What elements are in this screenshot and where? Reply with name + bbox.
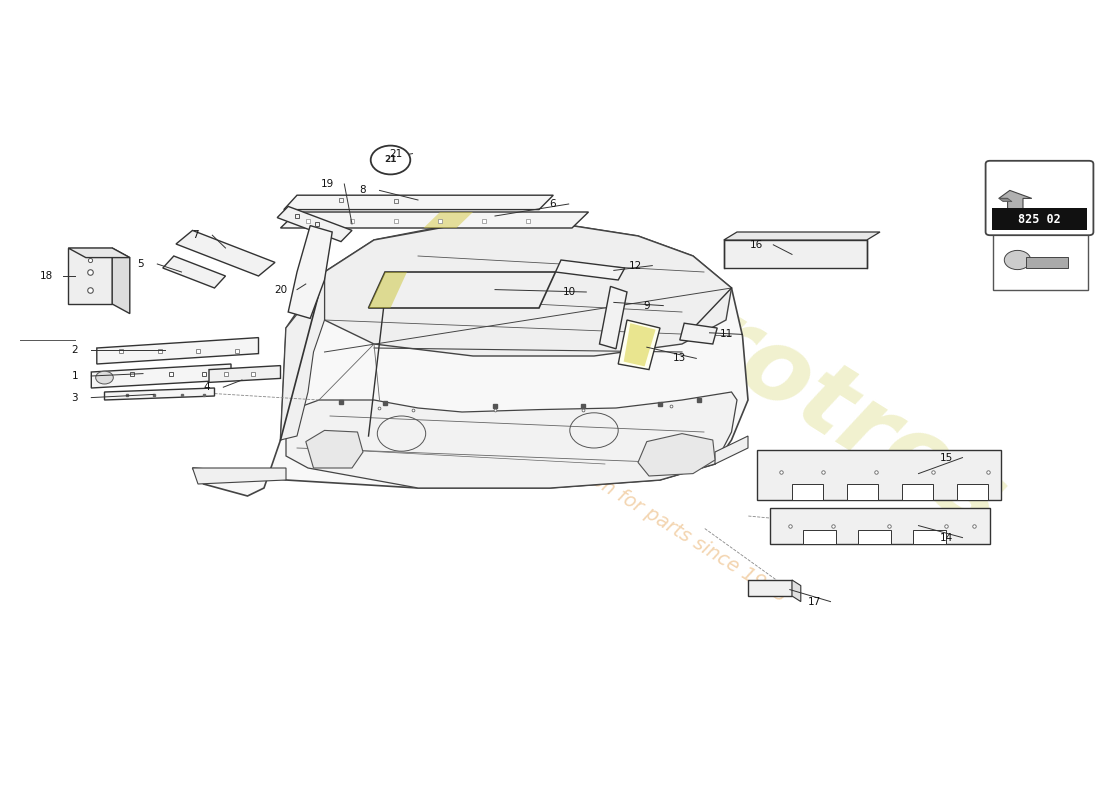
Polygon shape [192,468,286,484]
Polygon shape [792,484,823,500]
Polygon shape [424,212,473,228]
Polygon shape [638,434,715,476]
Text: 15: 15 [939,453,953,462]
Polygon shape [680,323,717,344]
Circle shape [371,146,410,174]
Polygon shape [284,195,553,210]
Text: eurotres: eurotres [562,215,1022,553]
Text: 17: 17 [807,597,821,606]
Polygon shape [999,198,1012,202]
Text: 21: 21 [389,149,403,158]
Text: 4: 4 [204,382,210,392]
Text: 8: 8 [360,186,366,195]
Polygon shape [748,580,792,596]
Polygon shape [556,260,625,280]
FancyBboxPatch shape [986,161,1093,235]
Polygon shape [68,248,130,258]
Polygon shape [913,530,946,544]
Polygon shape [724,240,867,268]
Polygon shape [91,364,231,388]
Text: 11: 11 [719,330,733,339]
Circle shape [96,371,113,384]
Polygon shape [847,484,878,500]
Polygon shape [368,272,556,308]
Polygon shape [618,320,660,370]
Text: 21: 21 [384,155,397,165]
Polygon shape [163,256,225,288]
Polygon shape [68,248,112,304]
Polygon shape [104,388,214,400]
FancyBboxPatch shape [992,208,1087,230]
Polygon shape [112,248,130,314]
Polygon shape [306,430,363,468]
Polygon shape [288,226,332,318]
Polygon shape [999,190,1032,214]
Text: 19: 19 [321,179,334,189]
Polygon shape [858,530,891,544]
Text: 14: 14 [939,533,953,542]
Circle shape [1004,250,1031,270]
Polygon shape [280,280,324,440]
Text: 2: 2 [72,346,78,355]
Text: 12: 12 [629,261,642,270]
Polygon shape [368,272,407,308]
Polygon shape [286,392,737,488]
Text: 5: 5 [138,259,144,269]
Text: 16: 16 [750,240,763,250]
Text: 7: 7 [192,230,199,240]
Text: 6: 6 [549,199,556,209]
Text: 13: 13 [673,354,686,363]
Text: 825 02: 825 02 [1019,213,1060,226]
Polygon shape [757,450,1001,500]
Text: 1: 1 [72,371,78,381]
Polygon shape [277,206,352,242]
Polygon shape [624,323,656,366]
FancyBboxPatch shape [1026,257,1068,268]
Text: 3: 3 [72,393,78,402]
Polygon shape [209,366,280,382]
Text: 10: 10 [563,287,576,297]
Text: a passion for parts since 1985: a passion for parts since 1985 [530,434,790,606]
Polygon shape [192,224,748,496]
Text: 9: 9 [644,301,650,310]
Polygon shape [97,338,258,364]
Polygon shape [770,508,990,544]
Polygon shape [600,286,627,349]
Polygon shape [803,530,836,544]
Polygon shape [176,230,275,276]
Text: 18: 18 [40,271,53,281]
Polygon shape [724,232,880,240]
FancyBboxPatch shape [993,234,1088,290]
Text: 21: 21 [1004,222,1018,232]
Polygon shape [280,212,588,228]
Polygon shape [324,224,732,356]
Text: 20: 20 [274,285,287,294]
Polygon shape [715,436,748,464]
Polygon shape [957,484,988,500]
Polygon shape [902,484,933,500]
Polygon shape [792,580,801,602]
